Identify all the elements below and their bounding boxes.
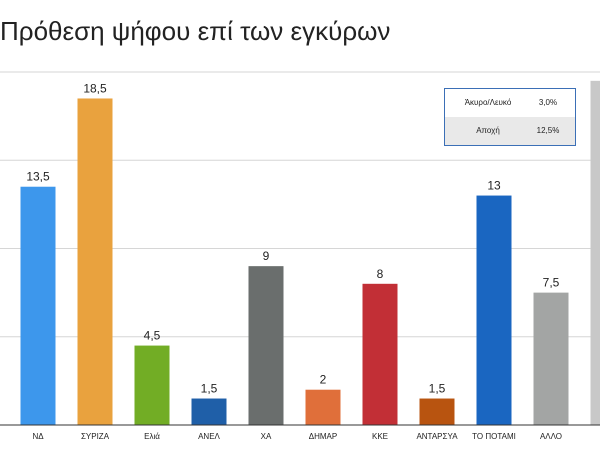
bar [134, 345, 170, 425]
value-label: 13 [487, 179, 501, 193]
category-label: ΤΟ ΠΟΤΑΜΙ [472, 432, 516, 441]
value-label: 18,5 [83, 81, 107, 95]
category-label: ΑΝΤΑΡΣΥΑ [416, 432, 458, 441]
category-label: ΑΝΕΛ [198, 432, 220, 441]
bar [362, 283, 398, 425]
value-label: 9 [263, 249, 270, 263]
info-value-abstention: 12,5% [536, 126, 560, 135]
bar [533, 292, 569, 425]
category-label: ΚΚΕ [372, 432, 388, 441]
value-label: 8 [377, 267, 384, 281]
info-label-abstention: Αποχή [476, 126, 500, 135]
value-label: 1,5 [429, 382, 446, 396]
category-label: ΔΗΜΑΡ [309, 432, 337, 441]
bar [248, 266, 284, 425]
bar [590, 80, 600, 425]
chart-title: Πρόθεση ψήφου επί των εγκύρων [0, 16, 391, 46]
bar [476, 195, 512, 425]
value-label: 1,5 [201, 382, 218, 396]
bar [77, 98, 113, 425]
info-value-invalid: 3,0% [538, 98, 558, 107]
category-label: ΣΥΡΙΖΑ [81, 432, 110, 441]
bar [305, 389, 341, 425]
bar [191, 398, 227, 425]
info-label-invalid: Άκυρο/Λευκό [464, 98, 512, 107]
bar [20, 186, 56, 425]
category-label: ΑΛΛΟ [540, 432, 562, 441]
value-label: 13,5 [26, 170, 50, 184]
info-row-abstention: Αποχή 12,5% [445, 117, 575, 145]
category-label: ΧΑ [261, 432, 272, 441]
category-label: ΝΔ [32, 432, 44, 441]
value-label: 7,5 [543, 276, 560, 290]
value-label: 4,5 [144, 329, 161, 343]
category-label: Ελιά [144, 432, 160, 441]
info-row-invalid: Άκυρο/Λευκό 3,0% [445, 89, 575, 117]
value-label: 2 [320, 373, 327, 387]
info-table: Άκυρο/Λευκό 3,0% Αποχή 12,5% [444, 88, 576, 146]
bar [419, 398, 455, 425]
